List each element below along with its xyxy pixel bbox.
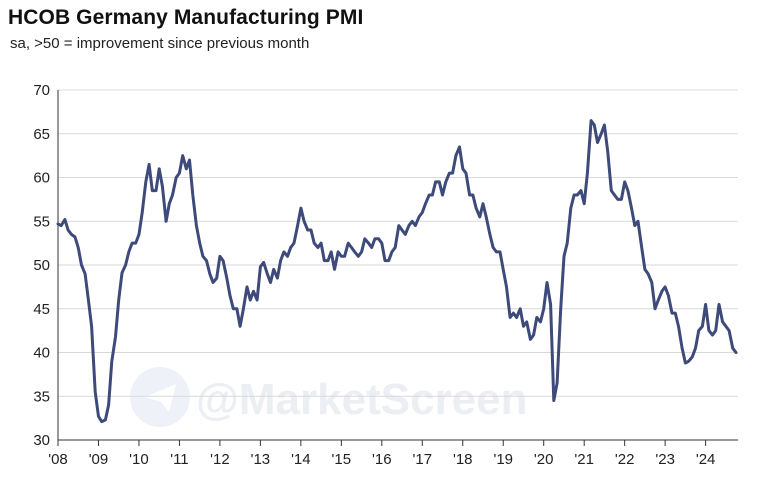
x-tick-label: '20 xyxy=(534,451,554,468)
x-tick-label: '11 xyxy=(170,451,188,468)
y-tick-label: 45 xyxy=(33,301,50,318)
x-tick-label: '21 xyxy=(574,451,594,468)
x-tick-label: '12 xyxy=(210,451,230,468)
x-tick-label: '09 xyxy=(89,451,109,468)
x-tick-label: '08 xyxy=(48,451,68,468)
x-tick-label: '16 xyxy=(372,451,392,468)
y-tick-label: 55 xyxy=(33,213,50,230)
y-tick-label: 60 xyxy=(33,170,50,187)
x-tick-label: '17 xyxy=(413,451,433,468)
x-tick-label: '22 xyxy=(615,451,635,468)
watermark-text: @MarketScreen xyxy=(196,375,528,424)
watermark: @MarketScreen xyxy=(130,367,528,427)
y-tick-label: 50 xyxy=(33,257,50,274)
x-tick-label: '23 xyxy=(655,451,675,468)
x-tick-label: '19 xyxy=(493,451,513,468)
x-tick-label: '14 xyxy=(291,451,311,468)
y-tick-label: 65 xyxy=(33,126,50,143)
pmi-line-chart: @MarketScreen 30 35 40 45 50 55 60 65 70 '08 '09 '1… xyxy=(0,0,758,485)
y-tick-label: 40 xyxy=(33,345,50,362)
y-tick-label: 70 xyxy=(33,82,50,99)
x-tick-label: '24 xyxy=(696,451,716,468)
y-tick-label: 30 xyxy=(33,432,50,449)
y-tick-label: 35 xyxy=(33,388,50,405)
x-tick-label: '13 xyxy=(251,451,271,468)
x-tick-label: '15 xyxy=(332,451,352,468)
x-tick-label: '18 xyxy=(453,451,473,468)
x-tick-label: '10 xyxy=(129,451,149,468)
